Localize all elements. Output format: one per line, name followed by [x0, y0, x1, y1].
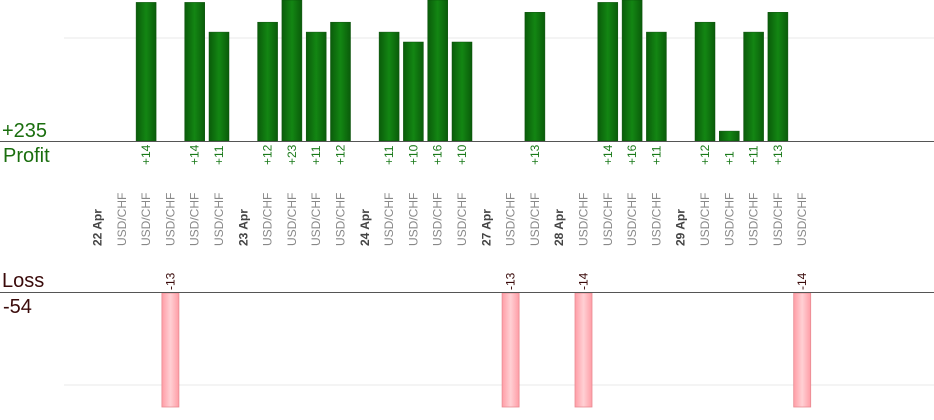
trade-symbol-label: USD/CHF: [504, 193, 518, 246]
profit-bar: [257, 21, 278, 142]
profit-value-label: +14: [601, 144, 615, 165]
profit-value-label: +14: [139, 144, 153, 165]
trade-symbol-label: USD/CHF: [115, 193, 129, 246]
profit-bar: [646, 31, 667, 142]
trade-symbol-label: USD/CHF: [212, 193, 226, 246]
profit-value-label: +12: [261, 144, 275, 165]
date-label: 23 Apr: [236, 209, 250, 246]
trade-symbol-label: USD/CHF: [261, 193, 275, 246]
profit-total: +235: [2, 120, 48, 142]
profit-bar: [378, 31, 400, 142]
date-label: 28 Apr: [552, 209, 566, 246]
profit-bar: [208, 31, 230, 142]
profit-value-label: +1: [722, 151, 736, 165]
date-label: 22 Apr: [91, 209, 105, 246]
trade-symbol-label: USD/CHF: [285, 193, 299, 246]
loss-bar: [161, 292, 180, 408]
profit-value-label: +16: [625, 144, 639, 165]
profit-bar: [621, 0, 643, 142]
trade-symbol-label: USD/CHF: [455, 193, 469, 246]
profit-bar: [184, 2, 205, 142]
trade-symbol-label: USD/CHF: [528, 193, 542, 246]
profit-value-label: +10: [406, 144, 420, 165]
profit-value-label: +11: [382, 145, 396, 165]
trade-symbol-label: USD/CHF: [382, 193, 396, 246]
trade-symbol-label: USD/CHF: [139, 193, 153, 246]
trade-symbol-label: USD/CHF: [722, 193, 736, 246]
profit-bar: [427, 0, 448, 142]
profit-value-label: +12: [334, 144, 348, 165]
trade-symbol-label: USD/CHF: [649, 193, 663, 246]
profit-bar: [767, 12, 789, 142]
loss-bar: [501, 292, 520, 408]
profit-value-label: +12: [698, 144, 712, 165]
trade-symbol-label: USD/CHF: [771, 193, 785, 246]
loss-value-label: -14: [795, 272, 809, 290]
trade-symbol-label: USD/CHF: [698, 193, 712, 246]
date-label: 27 Apr: [479, 209, 493, 246]
profit-label: Profit: [3, 145, 50, 167]
trade-symbol-label: USD/CHF: [163, 193, 177, 246]
trade-symbol-label: USD/CHF: [601, 193, 615, 246]
trade-symbol-label: USD/CHF: [577, 193, 591, 246]
profit-bar: [524, 12, 546, 142]
profit-bar: [330, 21, 351, 142]
profit-value-label: +13: [528, 144, 542, 165]
profit-bar: [281, 0, 303, 142]
loss-label: Loss: [2, 270, 45, 292]
profit-value-label: +23: [285, 144, 299, 165]
profit-bar: [719, 130, 740, 142]
loss-value-label: -13: [504, 272, 518, 290]
trade-symbol-label: USD/CHF: [625, 193, 639, 246]
loss-value-label: -14: [577, 272, 591, 290]
loss-value-label: -13: [163, 272, 177, 290]
date-label: 24 Apr: [358, 209, 372, 246]
trade-symbol-label: USD/CHF: [188, 193, 202, 246]
trade-symbol-label: USD/CHF: [406, 193, 420, 246]
loss-bar: [574, 292, 593, 408]
profit-value-label: +16: [431, 144, 445, 165]
profit-bar: [743, 31, 764, 142]
date-label: 29 Apr: [674, 209, 688, 246]
profit-value-label: +11: [212, 145, 226, 165]
profit-bar: [451, 41, 473, 142]
profit-bar: [694, 21, 716, 142]
trade-symbol-label: USD/CHF: [309, 193, 323, 246]
profit-value-label: +14: [188, 144, 202, 165]
trade-symbol-label: USD/CHF: [334, 193, 348, 246]
profit-bar: [135, 2, 157, 142]
trade-symbol-label: USD/CHF: [747, 193, 761, 246]
loss-total: -54: [3, 296, 32, 318]
profit-bar: [597, 2, 619, 142]
profit-value-label: +11: [747, 145, 761, 165]
profit-bar: [403, 41, 424, 142]
profit-bar: [305, 31, 327, 142]
profit-value-label: +11: [649, 145, 663, 165]
profit-value-label: +11: [309, 145, 323, 165]
profit-value-label: +10: [455, 144, 469, 165]
profit-value-label: +13: [771, 144, 785, 165]
trade-symbol-label: USD/CHF: [431, 193, 445, 246]
loss-bar: [793, 292, 812, 408]
trade-symbol-label: USD/CHF: [795, 193, 809, 246]
